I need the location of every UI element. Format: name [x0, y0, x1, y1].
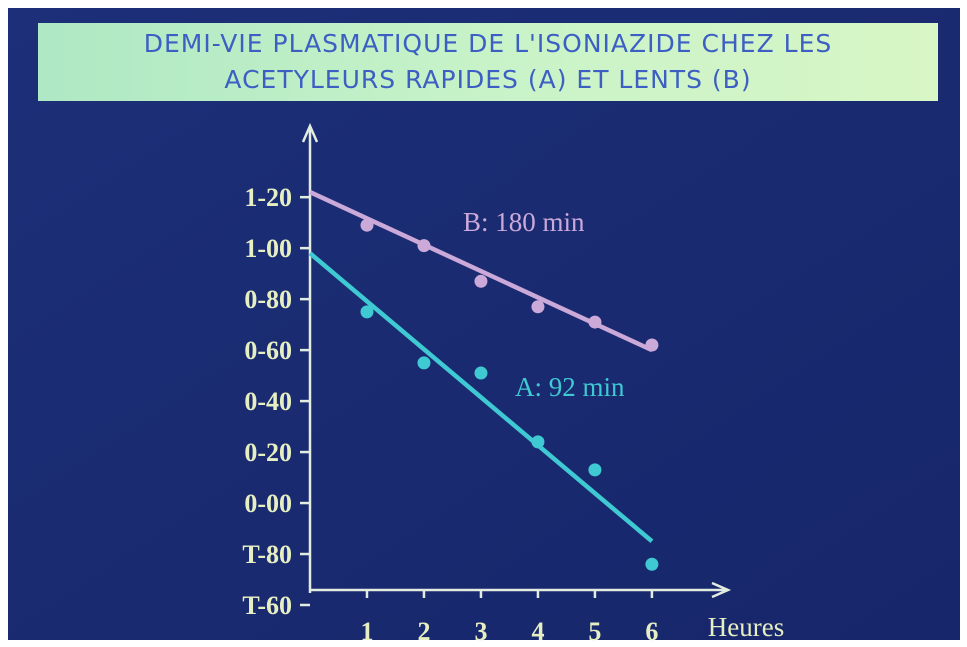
x-tick-label: 5: [588, 617, 601, 646]
data-point: [588, 463, 602, 477]
data-point: [417, 356, 431, 370]
y-tick-label: 0-80: [244, 285, 292, 314]
x-tick-label: 2: [417, 617, 430, 646]
data-point: [474, 274, 488, 288]
data-point: [360, 305, 374, 319]
y-tick-label: 0-00: [244, 489, 292, 518]
x-tick-label: 3: [474, 617, 487, 646]
series-label: B: 180 min: [463, 207, 585, 237]
x-tick-label: 6: [645, 617, 658, 646]
x-tick-label: 4: [531, 617, 544, 646]
title-line: DEMI-VIE PLASMATIQUE DE L'ISONIAZIDE CHE…: [144, 29, 833, 58]
series-label: A: 92 min: [515, 372, 625, 402]
title-line: ACETYLEURS RAPIDES (A) ET LENTS (B): [224, 65, 751, 94]
x-tick-label: 1: [360, 617, 373, 646]
y-axis-arrow: [301, 122, 319, 143]
data-point: [417, 239, 431, 253]
y-tick-label: T-60: [242, 591, 292, 620]
fit-line: [308, 251, 654, 543]
data-point: [531, 300, 545, 314]
y-tick-label: 1-00: [244, 234, 292, 263]
data-point: [474, 366, 488, 380]
y-tick-label: 0-60: [244, 336, 292, 365]
data-point: [645, 338, 659, 352]
y-tick-label: T-80: [242, 540, 292, 569]
data-point: [360, 218, 374, 232]
y-tick-label: 0-40: [244, 387, 292, 416]
data-point: [588, 315, 602, 329]
slide-background: [8, 8, 960, 640]
y-tick-label: 0-20: [244, 438, 292, 467]
title-box: [38, 23, 938, 101]
data-point: [531, 435, 545, 449]
data-point: [645, 557, 659, 571]
y-tick-label: 1-20: [244, 183, 292, 212]
x-axis-arrow: [711, 581, 732, 599]
x-axis-label: Heures: [708, 612, 784, 642]
